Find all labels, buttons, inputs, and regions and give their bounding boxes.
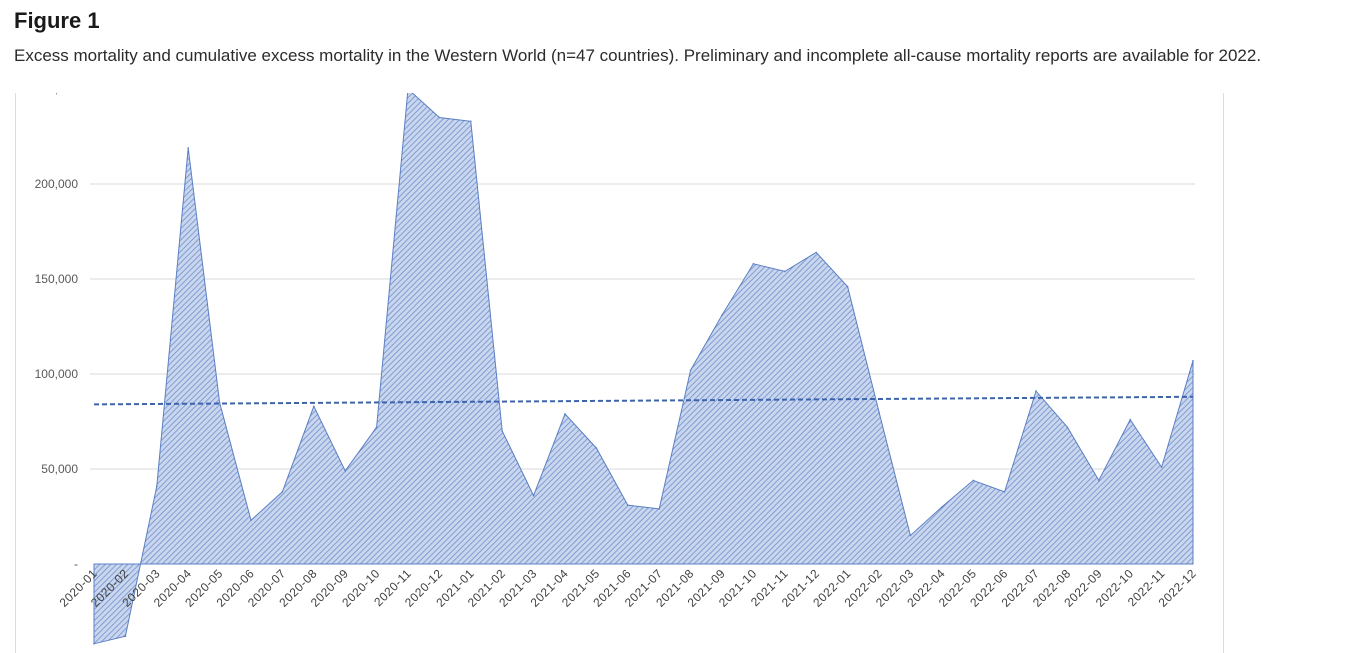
data-point-2022-05 (972, 479, 974, 482)
data-point-2022-07 (1035, 390, 1037, 392)
area-series (93, 93, 1194, 645)
data-point-2022-10 (1129, 418, 1131, 421)
data-point-2020-10 (375, 426, 378, 429)
excess-mortality-chart: - 50,000 100,000 150,000 200,000 250,000 2020… (35, 93, 1200, 645)
data-point-2021-07 (658, 508, 660, 510)
trendline (93, 395, 1194, 406)
grid-lines (90, 183, 1195, 470)
y-tick-label: 200,000 (35, 177, 79, 191)
data-point-2020-06 (250, 519, 252, 522)
y-tick-label: 100,000 (35, 367, 79, 381)
y-tick-label: 250,000 (35, 93, 79, 96)
data-point-2021-01 (470, 120, 472, 123)
data-point-2022-02 (878, 411, 880, 413)
data-point-2022-09 (1098, 479, 1100, 482)
data-point-2022-08 (1066, 426, 1069, 429)
data-point-2020-02 (124, 635, 127, 637)
data-point-2021-10 (752, 263, 755, 265)
figure-caption: Excess mortality and cumulative excess m… (14, 46, 1262, 65)
data-point-2021-05 (595, 447, 598, 449)
chart-frame: - 50,000 100,000 150,000 200,000 250,000 2020… (15, 93, 1224, 653)
data-point-2020-12 (438, 116, 441, 119)
data-point-2021-09 (721, 314, 723, 316)
data-point-2021-06 (627, 504, 629, 506)
y-tick-label: - (74, 557, 78, 571)
trendline-layer (93, 395, 1194, 406)
data-point-2020-07 (281, 491, 284, 493)
data-point-2020-08 (313, 405, 315, 408)
data-point-2020-09 (344, 470, 347, 472)
data-point-2022-06 (1003, 491, 1006, 493)
data-point-2021-08 (689, 369, 692, 372)
y-axis-ticks: - 50,000 100,000 150,000 200,000 250,000 (35, 93, 79, 571)
data-point-2022-03 (909, 534, 912, 537)
data-point-2020-03 (156, 485, 158, 487)
y-tick-label: 150,000 (35, 272, 79, 286)
data-point-2020-04 (187, 147, 189, 149)
figure-title: Figure 1 (14, 8, 100, 33)
data-point-2022-11 (1160, 466, 1163, 468)
data-point-2021-03 (532, 494, 535, 497)
data-point-2020-05 (218, 401, 221, 404)
data-point-2022-12 (1192, 359, 1194, 362)
data-point-2021-12 (815, 251, 817, 254)
x-axis-ticks: 2020-012020-022020-032020-042020-052020-… (57, 566, 1200, 610)
data-point-2020-01 (93, 643, 95, 645)
excess-mortality-area (93, 93, 1194, 645)
data-point-2022-04 (941, 506, 943, 508)
data-point-2021-04 (564, 413, 566, 415)
y-tick-label: 50,000 (41, 462, 78, 476)
data-point-2021-02 (501, 430, 504, 432)
data-point-2022-01 (846, 285, 849, 288)
data-point-2021-11 (784, 270, 786, 273)
